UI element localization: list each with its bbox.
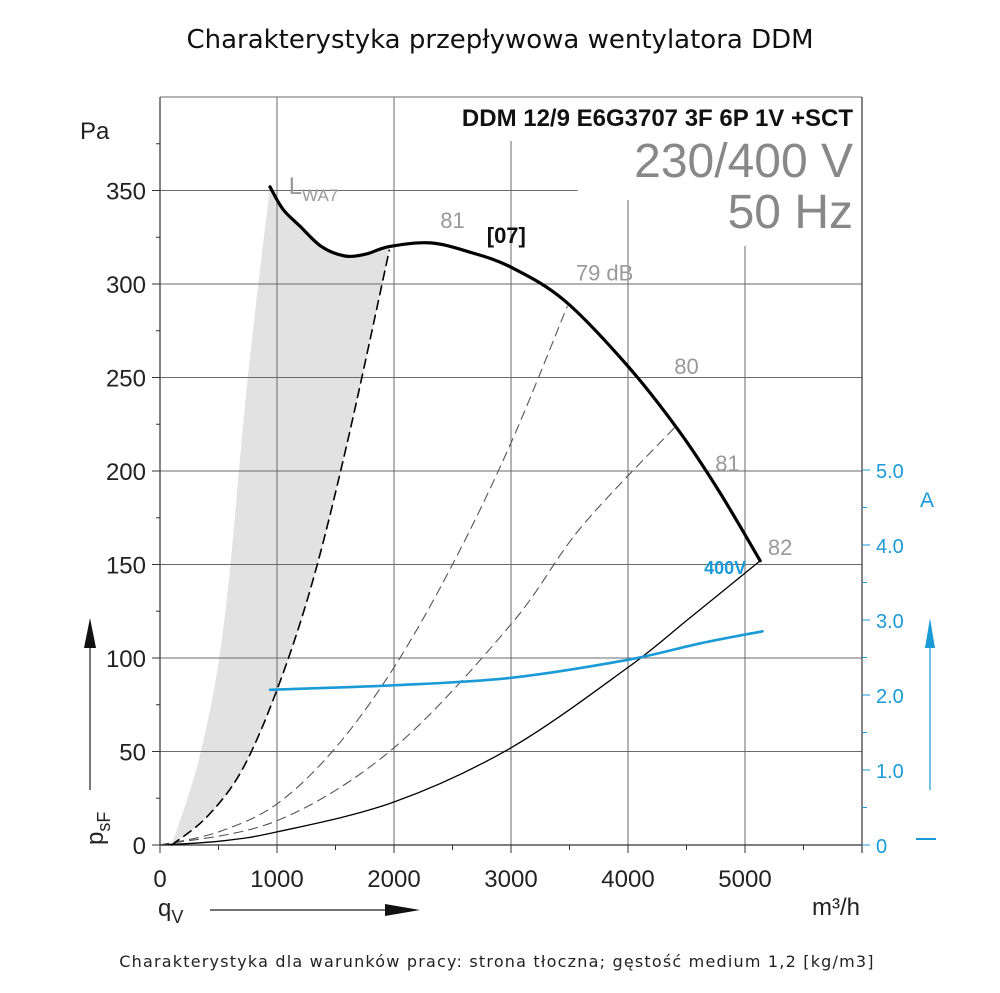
series-line-current-400v — [268, 630, 764, 692]
y2-tick-label: 5.0 — [876, 461, 904, 483]
speed-marker-label: [07] — [487, 223, 526, 248]
y-tick-label: 250 — [106, 366, 146, 393]
x-axis-label-main: q — [158, 895, 171, 922]
lwa-label-main: L — [289, 173, 302, 200]
x-tick-label: 5000 — [718, 866, 771, 893]
y-tick-label: 350 — [106, 179, 146, 206]
series-line-pressure-07 — [268, 185, 762, 563]
series-line-system-curve-min — [170, 249, 391, 846]
x-tick-label: 2000 — [367, 866, 420, 893]
y-tick-label: 50 — [119, 740, 146, 767]
lwa-label: LWA7 — [289, 173, 339, 205]
db-annotation: 82 — [768, 535, 792, 560]
lwa-label-sub: WA7 — [302, 186, 338, 205]
current-curve-label: 400V — [704, 558, 746, 578]
frequency-label: 50 Hz — [728, 186, 853, 239]
x-tick-label: 4000 — [601, 866, 654, 893]
y-axis-label-sub: sF — [94, 812, 114, 832]
x-axis-label: qV — [158, 895, 183, 927]
x-tick-label: 3000 — [484, 866, 537, 893]
x-axis-unit: m³/h — [812, 894, 860, 921]
label-layer: LWA7 81 79 dB 80 81 82 [07] 400V — [289, 173, 793, 578]
y-tick-label: 100 — [106, 646, 146, 673]
y2-tick-label: 4.0 — [876, 536, 904, 558]
db-annotation: 80 — [674, 354, 698, 379]
model-label: DDM 12/9 E6G3707 3F 6P 1V +SCT — [462, 105, 853, 132]
series-line-system-curve-max — [159, 560, 761, 846]
x-tick-label: 1000 — [250, 866, 303, 893]
y2-tick-label: 3.0 — [876, 611, 904, 633]
x-axis-arrow-icon — [385, 904, 420, 916]
chart-title: Charakterystyka przepływowa wentylatora … — [186, 25, 813, 55]
voltage-label: 230/400 V — [634, 135, 853, 188]
y2-tick-label: 0 — [876, 836, 887, 858]
shaded-region-layer — [171, 186, 390, 846]
y2-tick-label: 1.0 — [876, 761, 904, 783]
y-tick-label: 300 — [106, 272, 146, 299]
x-axis-label-sub: V — [171, 907, 183, 927]
y-axis-label: psF — [82, 812, 114, 845]
series-line-system-curve-3 — [159, 425, 677, 846]
x-tick-label: 0 — [153, 866, 166, 893]
y-tick-label: 0 — [133, 833, 146, 860]
y2-tick-label: 2.0 — [876, 686, 904, 708]
db-annotation: 81 — [715, 451, 739, 476]
axes-layer: 0 50 100 150 200 250 300 350 0 1000 2000 3000 4000 50… — [106, 97, 904, 893]
y-axis-label-main: p — [82, 832, 109, 845]
y-tick-label: 150 — [106, 553, 146, 580]
db-annotation: 79 dB — [576, 260, 634, 285]
unstable-region-shade — [171, 186, 390, 846]
series-line-system-curve-2 — [159, 305, 568, 846]
y2-axis-unit: A — [920, 489, 934, 512]
db-annotation: 81 — [440, 208, 464, 233]
chart-caption: Charakterystyka dla warunków pracy: stro… — [119, 952, 874, 971]
series-layer — [159, 185, 764, 846]
y-tick-label: 200 — [106, 459, 146, 486]
y-axis-arrow-icon — [84, 618, 96, 648]
y2-axis-arrow-icon — [925, 618, 935, 648]
y-axis-unit: Pa — [80, 118, 110, 145]
grid-layer — [160, 96, 862, 845]
